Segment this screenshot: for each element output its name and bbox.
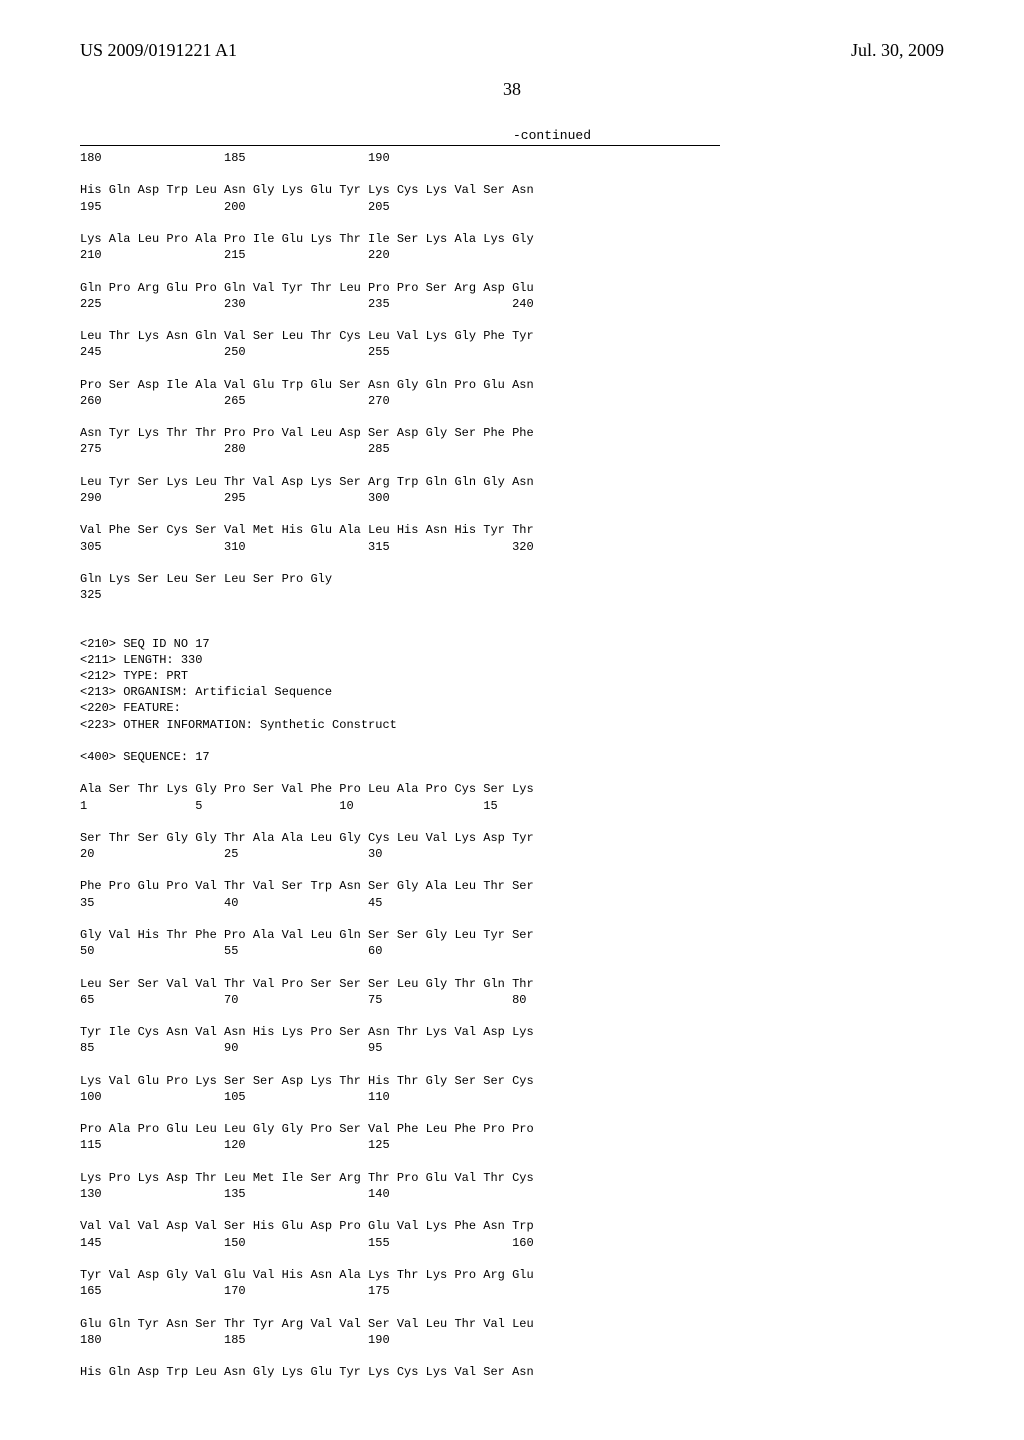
top-rule — [80, 145, 720, 146]
publication-number: US 2009/0191221 A1 — [80, 40, 237, 61]
publication-date: Jul. 30, 2009 — [851, 40, 944, 61]
page-container: US 2009/0191221 A1 Jul. 30, 2009 38 -con… — [0, 0, 1024, 1440]
continued-label: -continued — [80, 128, 944, 143]
header-row: US 2009/0191221 A1 Jul. 30, 2009 — [80, 40, 944, 61]
page-number: 38 — [80, 79, 944, 100]
sequence-listing: 180 185 190 His Gln Asp Trp Leu Asn Gly … — [80, 150, 944, 1380]
